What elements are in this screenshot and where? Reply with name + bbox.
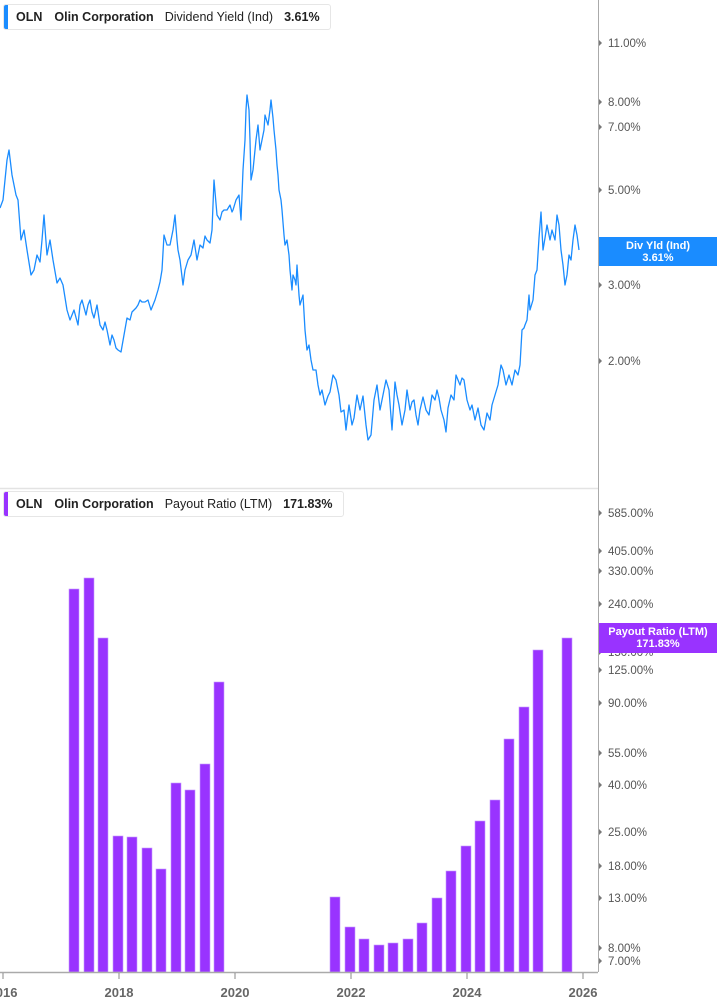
dividend-yield-legend[interactable]: OLN Olin Corporation Dividend Yield (Ind… [3,4,331,30]
svg-text:40.00%: 40.00% [608,780,647,792]
y-tick: 585.00% [599,508,653,520]
dividend-yield-line [0,94,580,441]
y-tick: 40.00% [599,780,647,792]
bar [460,845,472,973]
bar [97,637,109,973]
y-tick: 90.00% [599,698,647,710]
series-color-swatch [4,492,8,516]
badge-label: Div Yld (Ind) [626,239,690,252]
svg-text:11.00%: 11.00% [608,38,646,50]
bar [387,942,399,973]
y-tick: 13.00% [599,893,647,905]
bar [561,637,573,973]
series-color-swatch [4,5,8,29]
payout-ratio-badge: Payout Ratio (LTM) 171.83% [599,623,717,653]
badge-value: 171.83% [636,638,680,650]
y-tick: 7.00% [599,122,641,134]
svg-text:125.00%: 125.00% [608,665,653,677]
x-tick-label: 2026 [569,985,598,1000]
bar [199,763,211,973]
company-name: Olin Corporation [54,497,154,511]
y-tick: 5.00% [599,185,641,197]
y-tick: 240.00% [599,599,653,611]
bar [474,820,486,973]
x-tick-label: 2024 [453,985,483,1000]
bar [445,870,457,973]
y-tick: 25.00% [599,827,647,839]
svg-text:5.00%: 5.00% [608,185,641,197]
svg-text:405.00%: 405.00% [608,546,653,558]
bar [112,835,124,973]
x-tick-label: 2016 [0,985,17,1000]
badge-label: Payout Ratio (LTM) [608,626,708,638]
svg-text:13.00%: 13.00% [608,893,647,905]
metric-name: Payout Ratio (LTM) [164,497,273,511]
bar [126,836,138,973]
y-tick: 2.00% [599,356,641,368]
y-tick: 8.00% [599,97,641,109]
dividend-yield-badge: Div Yld (Ind) 3.61% [599,237,717,266]
metric-name: Dividend Yield (Ind) [164,10,274,24]
bar [83,577,95,973]
bar [170,782,182,973]
y-tick: 11.00% [599,38,646,50]
y-tick: 8.00% [599,943,641,955]
ticker: OLN [16,10,43,24]
svg-text:330.00%: 330.00% [608,566,653,578]
svg-text:2.00%: 2.00% [608,356,641,368]
y-tick: 3.00% [599,280,641,292]
svg-text:25.00%: 25.00% [608,827,647,839]
payout-ratio-legend[interactable]: OLN Olin Corporation Payout Ratio (LTM) … [3,491,344,517]
bar [329,896,341,973]
bar [503,738,515,973]
svg-text:3.00%: 3.00% [608,280,641,292]
bar [373,944,385,973]
metric-value: 3.61% [284,10,320,24]
bar [141,847,153,973]
x-tick-label: 2022 [337,985,366,1000]
payout-ratio-bars [68,577,573,973]
svg-text:7.00%: 7.00% [608,122,641,134]
metric-value: 171.83% [283,497,333,511]
bar [184,789,196,973]
svg-text:18.00%: 18.00% [608,861,647,873]
x-tick-label: 2020 [221,985,250,1000]
badge-value: 3.61% [642,251,674,264]
bar [532,649,544,973]
bar [344,926,356,973]
y-tick: 18.00% [599,861,647,873]
bar [155,868,167,973]
bar [518,706,530,973]
x-axis [2,973,584,979]
svg-text:90.00%: 90.00% [608,698,647,710]
x-tick-label: 2018 [105,985,134,1000]
y-tick: 7.00% [599,956,641,968]
y-tick: 125.00% [599,665,653,677]
bar [358,938,370,973]
bar [416,922,428,973]
bottom-y-axis: 585.00% 405.00% 330.00% 240.00% 150.00% … [599,508,653,968]
bar [431,897,443,973]
y-tick: 55.00% [599,748,647,760]
bar [489,799,501,973]
bar [213,681,225,973]
bar [402,938,414,973]
svg-text:7.00%: 7.00% [608,956,641,968]
ticker: OLN [16,497,43,511]
svg-text:8.00%: 8.00% [608,943,641,955]
svg-text:8.00%: 8.00% [608,97,641,109]
svg-text:240.00%: 240.00% [608,599,653,611]
company-name: Olin Corporation [54,10,154,24]
y-tick: 330.00% [599,566,653,578]
bar [68,588,80,973]
y-tick: 405.00% [599,546,653,558]
svg-text:55.00%: 55.00% [608,748,647,760]
top-y-axis: 11.00% 8.00% 7.00% 5.00% 3.00% 2.00% [599,38,646,368]
svg-text:585.00%: 585.00% [608,508,653,520]
